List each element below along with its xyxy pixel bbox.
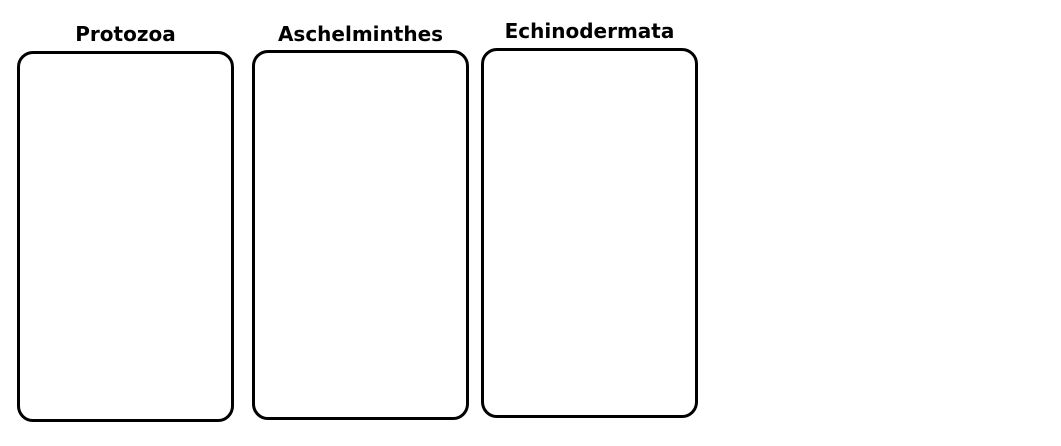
column-title: Echinodermata (504, 19, 675, 43)
column-box (252, 50, 469, 420)
column-box (17, 51, 234, 422)
column-aschelminthes: Aschelminthes (252, 20, 469, 422)
column-protozoa: Protozoa (17, 20, 234, 422)
column-echinodermata: Echinodermata (481, 17, 698, 420)
column-title: Protozoa (75, 22, 176, 46)
column-title: Aschelminthes (277, 22, 444, 46)
column-box (481, 48, 698, 418)
